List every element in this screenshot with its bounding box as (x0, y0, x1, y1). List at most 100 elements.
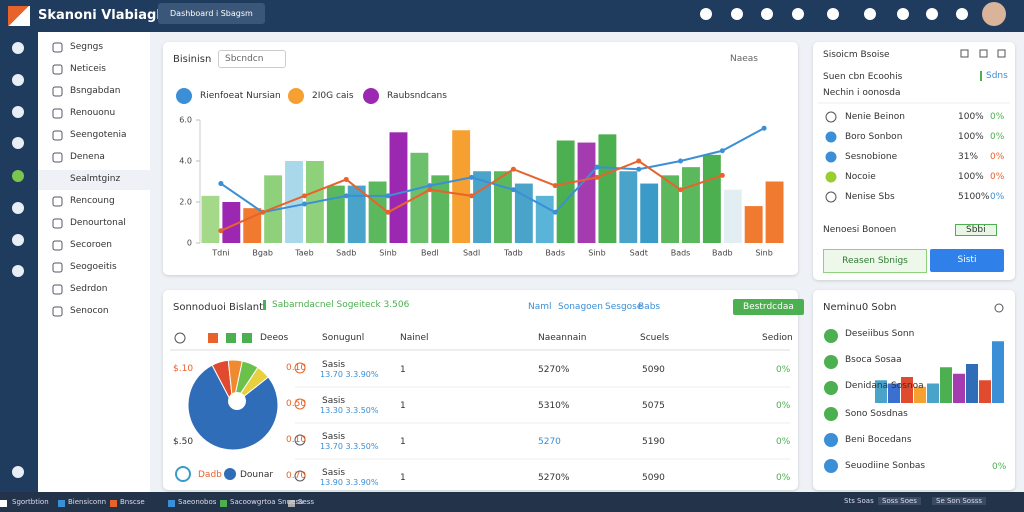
legend-label: 2I0G cais (312, 91, 354, 101)
cell: 1 (400, 365, 406, 375)
panel-sub: Nechin i oonosda (823, 88, 901, 98)
menu-item[interactable]: Secoroen (70, 240, 112, 250)
menu-icon (52, 196, 63, 207)
item-icon (824, 459, 838, 473)
line-point (301, 193, 307, 199)
line-point (510, 187, 516, 193)
x-tick-label: Sinb (379, 249, 396, 258)
col-header: Sonugunl (322, 333, 365, 343)
item-change: 0% (990, 112, 1005, 122)
line-point (301, 201, 307, 207)
cell: 13.90 3.3.90% (320, 478, 379, 487)
row-icon (294, 470, 306, 482)
menu-item[interactable]: Renouonu (70, 108, 116, 118)
item-icon (824, 433, 838, 447)
chart-title: Bisinisn (173, 54, 212, 65)
window-icon (979, 49, 988, 58)
item-label: Sesnobione (845, 152, 898, 162)
x-tick-label: Sadb (336, 249, 356, 258)
x-tick-label: Bads (671, 249, 691, 258)
status-item: Sess (298, 498, 315, 506)
line-point (218, 181, 224, 187)
tab[interactable]: Dashboard i Sbagsm (158, 3, 265, 24)
tab-link[interactable]: Babs (638, 302, 661, 312)
tab-link[interactable]: Naml (528, 302, 552, 312)
top-icon (700, 8, 712, 20)
dropdown[interactable]: Sbcndcn (218, 50, 287, 68)
line-point (427, 187, 433, 193)
menu-item[interactable]: Bsngabdan (70, 86, 121, 96)
status-item: Sgortbtion (12, 498, 49, 506)
menu-item[interactable]: Segngs (70, 42, 104, 52)
item-value: 31% (958, 152, 979, 162)
cell: Sasis (322, 468, 346, 478)
window-icon (997, 49, 1006, 58)
line-point (385, 209, 391, 215)
x-tick-label: Badb (712, 249, 733, 258)
cell: 0.70 (286, 471, 307, 481)
item-change: 0% (990, 192, 1005, 202)
tab-link[interactable]: Sonagoen (558, 302, 603, 312)
menu-icon (52, 218, 63, 229)
line-point (218, 228, 224, 234)
top-icon (926, 8, 938, 20)
status-item: Sts Soas (844, 497, 874, 505)
item-label: Denidana Sosnoa (845, 381, 924, 391)
y-tick-label: 2.0 (179, 198, 192, 207)
menu-item[interactable]: Sealmtginz (70, 174, 121, 184)
bar (473, 171, 491, 243)
item-icon (825, 131, 837, 143)
rail-icon (12, 202, 24, 214)
line-point (761, 125, 767, 131)
rail-icon (12, 234, 24, 246)
panel-title: Neminu0 Sobn (823, 302, 897, 313)
x-tick-label: Sadl (463, 249, 480, 258)
cell: 5270 (538, 437, 561, 447)
item-label: Nenie Beinon (845, 112, 905, 122)
item-icon (825, 171, 837, 183)
top-icon (731, 8, 743, 20)
mini-bar (940, 367, 952, 403)
line-point (552, 209, 558, 215)
tab-link[interactable]: Sesgose (605, 302, 643, 312)
cell: 0.10 (286, 435, 307, 445)
x-tick-label: Tdni (211, 249, 229, 258)
cell: 5270% (538, 365, 570, 375)
status-icon (58, 500, 65, 507)
rail-icon (12, 466, 24, 478)
mini-bar (888, 383, 900, 403)
menu-item[interactable]: Rencoung (70, 196, 115, 206)
y-tick-label: 4.0 (179, 157, 192, 166)
item-icon (825, 191, 837, 203)
button[interactable]: Sisti (930, 249, 1004, 272)
item-label: Nenise Sbs (845, 192, 895, 202)
line-point (385, 193, 391, 199)
bar (201, 195, 220, 243)
item-change: 0% (990, 172, 1005, 182)
menu-item[interactable]: Sedrdon (70, 284, 108, 294)
status-card (813, 42, 1015, 280)
top-icon (956, 8, 968, 20)
cell: 5190 (642, 437, 665, 447)
menu-item[interactable]: Denena (70, 152, 105, 162)
cell: 13.70 3.3.50% (320, 442, 379, 451)
menu-item[interactable]: Neticeis (70, 64, 106, 74)
x-tick-label: Bads (545, 249, 565, 258)
menu-item[interactable]: Seogoeitis (70, 262, 117, 272)
panel-title: Sisoicm Bsoise (823, 50, 890, 60)
item-icon (824, 355, 838, 369)
legend-dot (288, 88, 304, 104)
row-icon (294, 398, 306, 410)
menu-item[interactable]: Seengotenia (70, 130, 127, 140)
button[interactable]: Bestrdcdaa (733, 299, 804, 315)
bar (410, 152, 429, 243)
menu-item[interactable]: Senocon (70, 306, 109, 316)
menu-item[interactable]: Denourtonal (70, 218, 126, 228)
cell: 0.10 (286, 363, 307, 373)
cell: 13.70 3.3.90% (320, 370, 379, 379)
legend-label: Raubsndcans (387, 91, 447, 101)
button[interactable]: Reasen Sbnigs (823, 249, 927, 273)
item-label: Sono Sosdnas (845, 409, 908, 419)
item-label: Nocoie (845, 172, 876, 182)
menu-icon (52, 306, 63, 317)
